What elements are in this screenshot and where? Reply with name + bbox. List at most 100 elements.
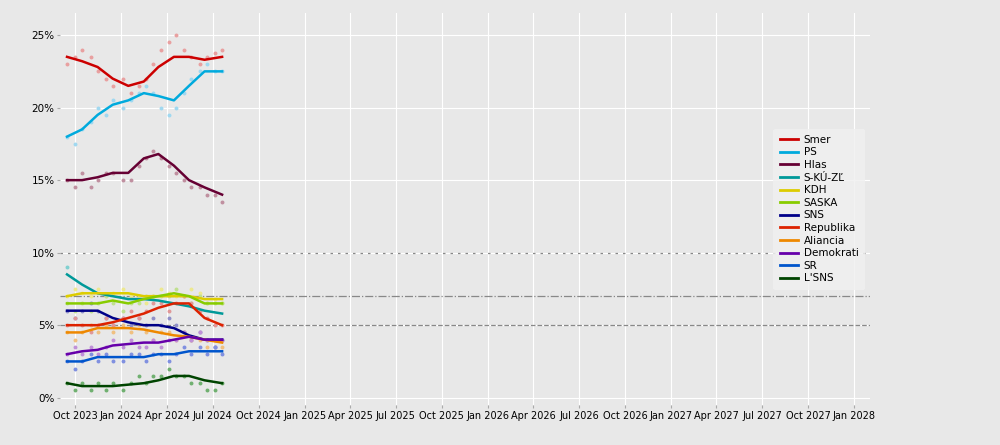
Point bbox=[214, 198, 230, 206]
Point bbox=[74, 290, 90, 297]
Point bbox=[115, 314, 131, 321]
Point bbox=[123, 293, 139, 300]
Legend: Smer, PS, Hlas, S-KÚ-ZĽ, KDH, SASKA, SNS, Republika, Aliancia, Demokrati, SR, L': Smer, PS, Hlas, S-KÚ-ZĽ, KDH, SASKA, SNS… bbox=[773, 129, 865, 290]
Point bbox=[83, 322, 99, 329]
Point bbox=[115, 322, 131, 329]
Point bbox=[145, 61, 161, 68]
Point bbox=[199, 336, 215, 343]
Point bbox=[74, 126, 90, 133]
Point bbox=[176, 329, 192, 336]
Point bbox=[214, 336, 230, 343]
Point bbox=[105, 322, 121, 329]
Point bbox=[115, 344, 131, 351]
Point bbox=[59, 322, 75, 329]
Point bbox=[161, 162, 177, 169]
Point bbox=[176, 293, 192, 300]
Point bbox=[131, 372, 147, 380]
Point bbox=[161, 111, 177, 118]
Point bbox=[161, 314, 177, 321]
Point bbox=[74, 46, 90, 53]
Point bbox=[214, 322, 230, 329]
Point bbox=[67, 140, 83, 147]
Point bbox=[161, 39, 177, 46]
Point bbox=[59, 351, 75, 358]
Point bbox=[67, 285, 83, 292]
Point bbox=[145, 314, 161, 321]
Point bbox=[90, 329, 106, 336]
Point bbox=[105, 170, 121, 177]
Point bbox=[105, 82, 121, 89]
Point bbox=[161, 293, 177, 300]
Point bbox=[98, 387, 114, 394]
Point bbox=[199, 314, 215, 321]
Point bbox=[207, 344, 223, 351]
Point bbox=[192, 336, 208, 343]
Point bbox=[207, 295, 223, 303]
Point bbox=[183, 336, 199, 343]
Point bbox=[145, 300, 161, 307]
Point bbox=[207, 68, 223, 75]
Point bbox=[192, 290, 208, 297]
Point bbox=[192, 307, 208, 314]
Point bbox=[59, 358, 75, 365]
Point bbox=[145, 293, 161, 300]
Point bbox=[115, 177, 131, 184]
Point bbox=[145, 336, 161, 343]
Point bbox=[123, 329, 139, 336]
Point bbox=[138, 380, 154, 387]
Point bbox=[207, 49, 223, 56]
Point bbox=[67, 314, 83, 321]
Point bbox=[214, 68, 230, 75]
Point bbox=[153, 293, 169, 300]
Point bbox=[199, 336, 215, 343]
Point bbox=[90, 380, 106, 387]
Point bbox=[131, 314, 147, 321]
Point bbox=[168, 322, 184, 329]
Point bbox=[105, 329, 121, 336]
Point bbox=[199, 344, 215, 351]
Point bbox=[138, 322, 154, 329]
Point bbox=[59, 177, 75, 184]
Point bbox=[183, 336, 199, 343]
Point bbox=[123, 322, 139, 329]
Point bbox=[98, 322, 114, 329]
Point bbox=[138, 307, 154, 314]
Point bbox=[115, 285, 131, 292]
Point bbox=[131, 344, 147, 351]
Point bbox=[98, 351, 114, 358]
Point bbox=[131, 162, 147, 169]
Point bbox=[105, 336, 121, 343]
Point bbox=[145, 89, 161, 97]
Point bbox=[168, 285, 184, 292]
Point bbox=[83, 344, 99, 351]
Point bbox=[214, 336, 230, 343]
Point bbox=[98, 344, 114, 351]
Point bbox=[83, 387, 99, 394]
Point bbox=[176, 177, 192, 184]
Point bbox=[207, 344, 223, 351]
Point bbox=[138, 358, 154, 365]
Point bbox=[74, 170, 90, 177]
Point bbox=[183, 380, 199, 387]
Point bbox=[183, 184, 199, 191]
Point bbox=[90, 285, 106, 292]
Point bbox=[59, 61, 75, 68]
Point bbox=[161, 358, 177, 365]
Point bbox=[214, 351, 230, 358]
Point bbox=[83, 293, 99, 300]
Point bbox=[138, 155, 154, 162]
Point bbox=[176, 46, 192, 53]
Point bbox=[90, 307, 106, 314]
Point bbox=[145, 351, 161, 358]
Point bbox=[138, 344, 154, 351]
Point bbox=[74, 329, 90, 336]
Point bbox=[168, 170, 184, 177]
Point bbox=[176, 344, 192, 351]
Point bbox=[59, 380, 75, 387]
Point bbox=[138, 293, 154, 300]
Point bbox=[183, 53, 199, 61]
Point bbox=[214, 344, 230, 351]
Point bbox=[153, 344, 169, 351]
Point bbox=[168, 336, 184, 343]
Point bbox=[90, 104, 106, 111]
